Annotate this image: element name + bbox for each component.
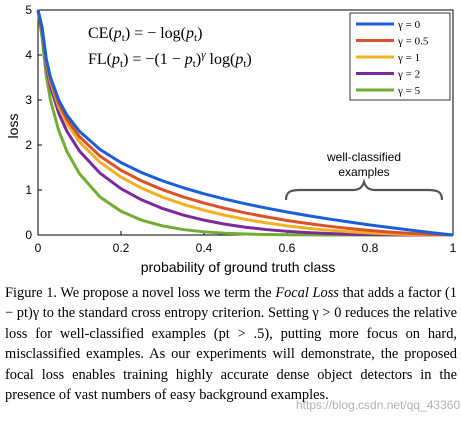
legend-label: γ = 5 [397,85,421,97]
formula-fl: FL(pt) = −(1 − pt)γ log(pt) [88,49,252,70]
annotation-brace [284,178,444,201]
watermark: https://blog.csdn.net/qq_43360533 [296,398,461,412]
caption-text-before: We propose a novel loss we term the [60,285,272,301]
series-line [36,9,453,237]
x-axis-label: probability of ground truth class [141,259,336,275]
caption-text-after: that adds a factor (1 − pt)γ to the stan… [5,285,457,404]
x-tick-label: 1 [450,241,457,255]
x-tick-label: 0.4 [196,241,213,255]
x-tick-label: 0.2 [113,241,130,255]
loss-chart: 0 0.2 0.4 0.6 0.8 1 0 1 2 3 4 5 probability of grou… [5,3,457,275]
x-tick-label: 0.6 [279,241,296,255]
legend: γ = 0 γ = 0.5 γ = 1 γ = 2 γ = 5 [349,12,451,101]
annotation-line1: well-classified [326,150,401,164]
x-tick-label: 0 [35,241,42,255]
legend-label: γ = 0 [397,19,421,31]
axis-ticks: 0 0.2 0.4 0.6 0.8 1 0 1 2 3 4 5 [25,3,456,255]
y-tick-label: 0 [25,228,32,242]
figure-caption: Figure 1. We propose a novel loss we ter… [5,283,457,405]
y-tick-label: 2 [25,138,32,152]
y-axis-label: loss [5,114,21,139]
legend-label: γ = 2 [397,69,420,81]
loss-curves [36,9,454,237]
y-tick-label: 1 [25,183,32,197]
caption-emphasis: Focal Loss [275,285,339,301]
y-tick-label: 4 [25,48,32,62]
legend-label: γ = 0.5 [397,36,429,48]
formula-ce: CE(pt) = − log(pt) [88,25,202,44]
y-tick-label: 5 [25,3,32,17]
series-line [36,9,454,237]
series-line [36,9,454,237]
series-line [36,9,454,237]
y-tick-label: 3 [25,93,32,107]
caption-label: Figure 1. [5,285,57,301]
annotation-line2: examples [338,165,389,179]
focal-loss-figure: 0 0.2 0.4 0.6 0.8 1 0 1 2 3 4 5 probability of grou… [5,3,457,275]
legend-label: γ = 1 [397,52,420,64]
x-tick-label: 0.8 [362,241,379,255]
